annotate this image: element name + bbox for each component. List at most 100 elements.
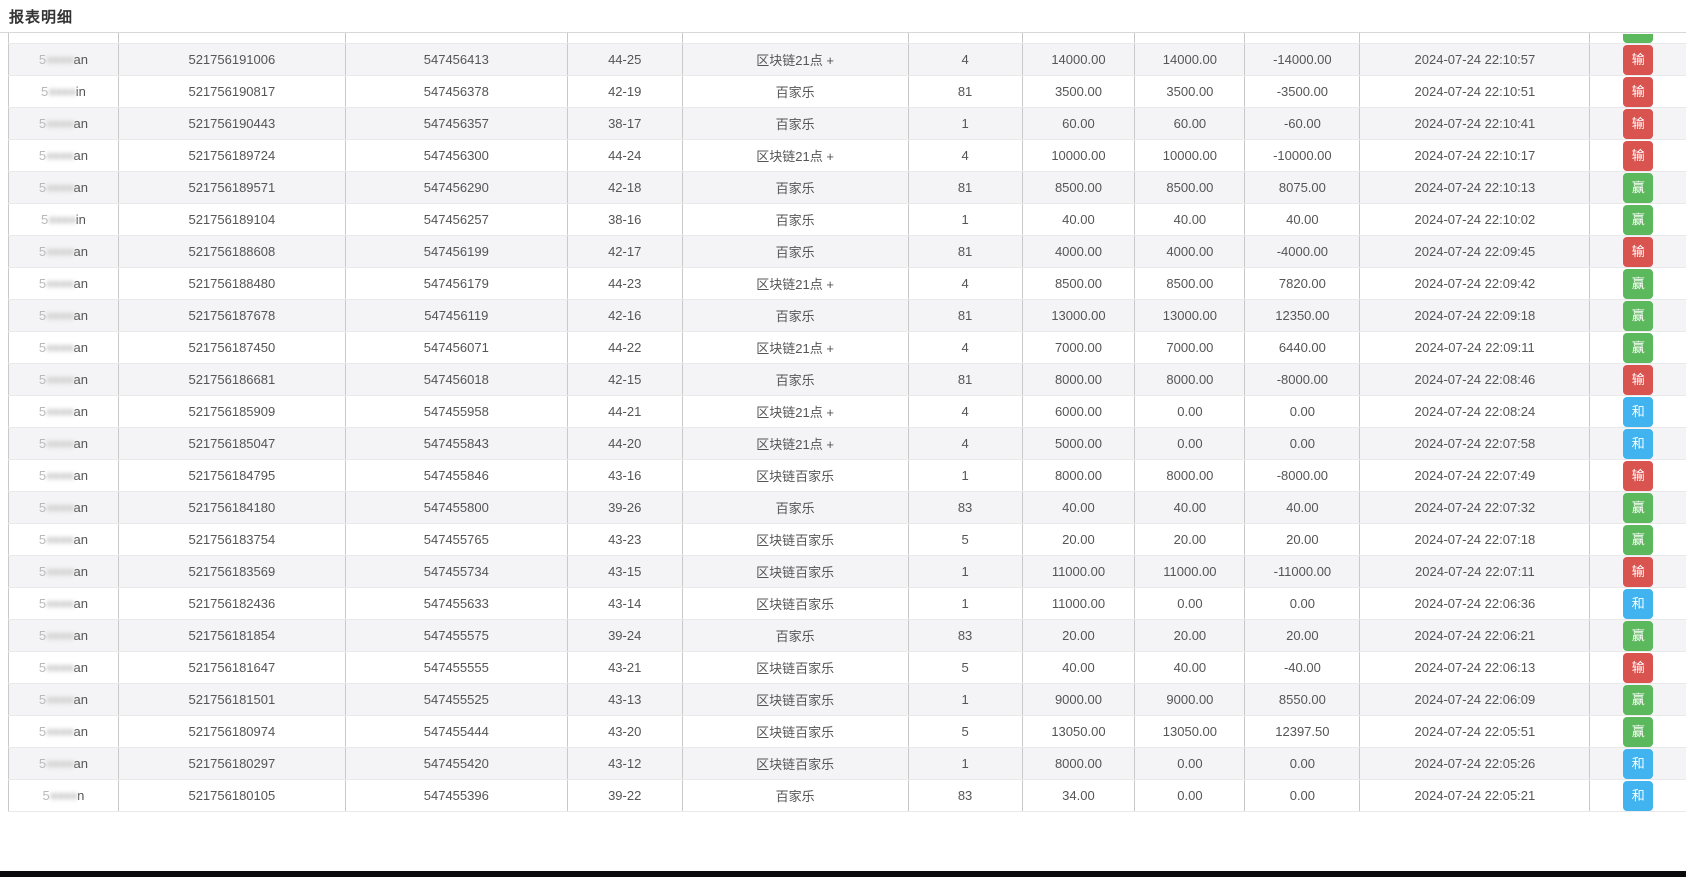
cell-play-number: 4	[908, 267, 1023, 300]
cell-status	[1589, 33, 1686, 44]
cell-bet-amount: 9000.00	[1022, 683, 1136, 716]
table-row: 5■■■■an 521756181501 547455525 43-13 区块链…	[8, 683, 1686, 716]
cell-valid-amount: 8500.00	[1134, 171, 1246, 204]
cell-valid-amount: 0.00	[1134, 427, 1246, 460]
username-prefix: 5	[38, 724, 47, 739]
username-redacted: ■■■■	[46, 436, 74, 451]
status-badge: 赢	[1623, 684, 1654, 715]
table-row: 5■■■■an 521756189724 547456300 44-24 区块链…	[8, 139, 1686, 172]
cell-username	[8, 33, 119, 44]
cell-round-number: 44-22	[567, 331, 683, 364]
page-title: 报表明细	[9, 8, 74, 26]
cell-username: 5■■■■an	[8, 299, 119, 332]
status-badge: 赢	[1623, 524, 1654, 555]
username-suffix: an	[73, 756, 88, 771]
cell-play-number: 81	[908, 171, 1023, 204]
cell-play-number: 1	[908, 747, 1023, 780]
cell-order-id: 521756189104	[118, 203, 346, 236]
cell-round-number: 39-24	[567, 619, 683, 652]
cell-status: 和	[1589, 747, 1686, 780]
cell-bet-amount: 20.00	[1022, 523, 1136, 556]
report-table-scroll-area[interactable]: 5■■■■an 521756191006 547456413 44-25 区块链…	[0, 33, 1686, 812]
cell-round-number: 39-26	[567, 491, 683, 524]
status-badge: 输	[1623, 140, 1654, 171]
username-prefix: 5	[38, 180, 47, 195]
username-prefix: 5	[38, 756, 47, 771]
cell-username: 5■■■■an	[8, 459, 119, 492]
username-suffix: an	[73, 52, 88, 67]
cell-round-number: 38-17	[567, 107, 683, 140]
username-suffix: an	[73, 564, 88, 579]
cell-order-id: 521756188608	[118, 235, 346, 268]
cell-valid-amount: 4000.00	[1134, 235, 1246, 268]
cell-round-number: 44-23	[567, 267, 683, 300]
cell-round-number: 43-14	[567, 587, 683, 620]
cell-play-number	[908, 33, 1023, 44]
cell-bet-amount: 4000.00	[1022, 235, 1136, 268]
cell-status: 和	[1589, 427, 1686, 460]
cell-game-name: 区块链百家乐	[682, 651, 909, 684]
status-badge: 赢	[1623, 492, 1654, 523]
cell-order-id: 521756186681	[118, 363, 346, 396]
username-redacted: ■■■■	[48, 84, 76, 99]
username-suffix: an	[73, 244, 88, 259]
cell-username: 5■■■■an	[8, 747, 119, 780]
cell-play-number: 4	[908, 395, 1023, 428]
cell-order-id: 521756185909	[118, 395, 346, 428]
cell-play-number: 1	[908, 203, 1023, 236]
username-prefix: 5	[38, 532, 47, 547]
cell-status: 输	[1589, 651, 1686, 684]
cell-order-id: 521756190443	[118, 107, 346, 140]
cell-game-round-id: 547455420	[345, 747, 568, 780]
username-redacted: ■■■■	[46, 724, 74, 739]
cell-bet-time: 2024-07-24 22:06:21	[1359, 619, 1591, 652]
report-table-body: 5■■■■an 521756191006 547456413 44-25 区块链…	[8, 33, 1686, 812]
cell-bet-time: 2024-07-24 22:07:49	[1359, 459, 1591, 492]
status-badge: 赢	[1623, 268, 1654, 299]
cell-username: 5■■■■an	[8, 491, 119, 524]
cell-game-round-id: 547455843	[345, 427, 568, 460]
cell-round-number: 43-23	[567, 523, 683, 556]
cell-bet-time: 2024-07-24 22:10:57	[1359, 43, 1591, 76]
cell-status: 赢	[1589, 715, 1686, 748]
cell-game-name: 百家乐	[682, 235, 909, 268]
username-prefix: 5	[38, 564, 47, 579]
cell-status: 输	[1589, 107, 1686, 140]
cell-win-loss-amount: -11000.00	[1244, 555, 1361, 588]
table-row: 5■■■■an 521756190443 547456357 38-17 百家乐…	[8, 107, 1686, 140]
cell-game-round-id: 547455765	[345, 523, 568, 556]
cell-game-round-id: 547456378	[345, 75, 568, 108]
cell-status: 赢	[1589, 491, 1686, 524]
cell-status: 赢	[1589, 203, 1686, 236]
cell-play-number: 4	[908, 427, 1023, 460]
cell-order-id: 521756188480	[118, 267, 346, 300]
username-prefix: 5	[38, 404, 47, 419]
cell-round-number: 42-19	[567, 75, 683, 108]
table-row: 5■■■■an 521756184180 547455800 39-26 百家乐…	[8, 491, 1686, 524]
cell-game-name: 区块链百家乐	[682, 715, 909, 748]
cell-order-id: 521756182436	[118, 587, 346, 620]
username-prefix: 5	[42, 788, 50, 803]
username-prefix: 5	[38, 116, 47, 131]
cell-status: 赢	[1589, 267, 1686, 300]
cell-bet-amount: 11000.00	[1022, 587, 1136, 620]
username-redacted: ■■■■	[46, 468, 74, 483]
cell-game-name: 区块链21点 +	[682, 267, 909, 300]
cell-game-round-id: 547455555	[345, 651, 568, 684]
cell-game-round-id: 547456257	[345, 203, 568, 236]
cell-play-number: 83	[908, 619, 1023, 652]
cell-valid-amount: 7000.00	[1134, 331, 1246, 364]
username-suffix: an	[73, 724, 88, 739]
table-row: 5■■■■an 521756180297 547455420 43-12 区块链…	[8, 747, 1686, 780]
cell-game-name: 百家乐	[682, 363, 909, 396]
status-badge: 赢	[1623, 172, 1654, 203]
cell-valid-amount	[1134, 33, 1246, 44]
cell-win-loss-amount: 8075.00	[1244, 171, 1361, 204]
cell-bet-amount: 60.00	[1022, 107, 1136, 140]
cell-username: 5■■■■an	[8, 427, 119, 460]
cell-bet-amount: 40.00	[1022, 491, 1136, 524]
cell-status: 赢	[1589, 619, 1686, 652]
status-badge: 和	[1623, 396, 1654, 427]
cell-win-loss-amount: 12350.00	[1244, 299, 1361, 332]
cell-username: 5■■■■an	[8, 715, 119, 748]
